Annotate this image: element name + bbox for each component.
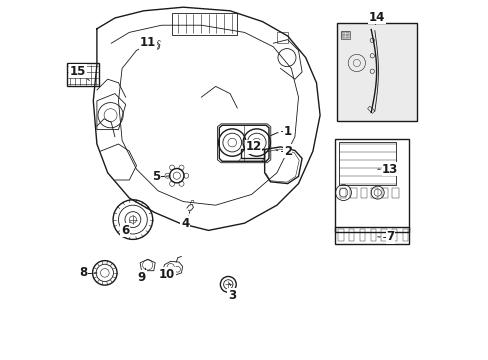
Bar: [335, 139, 408, 232]
Text: 4: 4: [181, 217, 189, 230]
Text: 12: 12: [245, 140, 261, 153]
Bar: [370, 229, 375, 241]
Text: 8: 8: [79, 266, 87, 279]
Text: 14: 14: [368, 11, 385, 24]
Text: 1: 1: [283, 125, 291, 138]
Bar: [359, 229, 365, 241]
Text: 9: 9: [138, 271, 146, 284]
Bar: [337, 23, 416, 121]
Text: 15: 15: [70, 65, 86, 78]
Text: 10: 10: [159, 268, 175, 281]
Bar: [335, 227, 408, 244]
Text: 6: 6: [121, 224, 129, 237]
Bar: [381, 229, 386, 241]
Bar: [381, 188, 387, 198]
Text: 7: 7: [386, 230, 393, 243]
Bar: [337, 229, 343, 241]
Bar: [349, 188, 356, 198]
Text: 2: 2: [283, 145, 291, 158]
Bar: [338, 142, 396, 185]
Bar: [360, 188, 366, 198]
Text: 5: 5: [152, 170, 160, 183]
Bar: [402, 229, 407, 241]
Bar: [348, 229, 354, 241]
Text: 11: 11: [140, 36, 156, 49]
Bar: [370, 188, 377, 198]
Bar: [391, 188, 398, 198]
Text: 3: 3: [227, 289, 236, 302]
Text: 13: 13: [382, 163, 398, 176]
Bar: [339, 188, 346, 198]
Bar: [391, 229, 397, 241]
